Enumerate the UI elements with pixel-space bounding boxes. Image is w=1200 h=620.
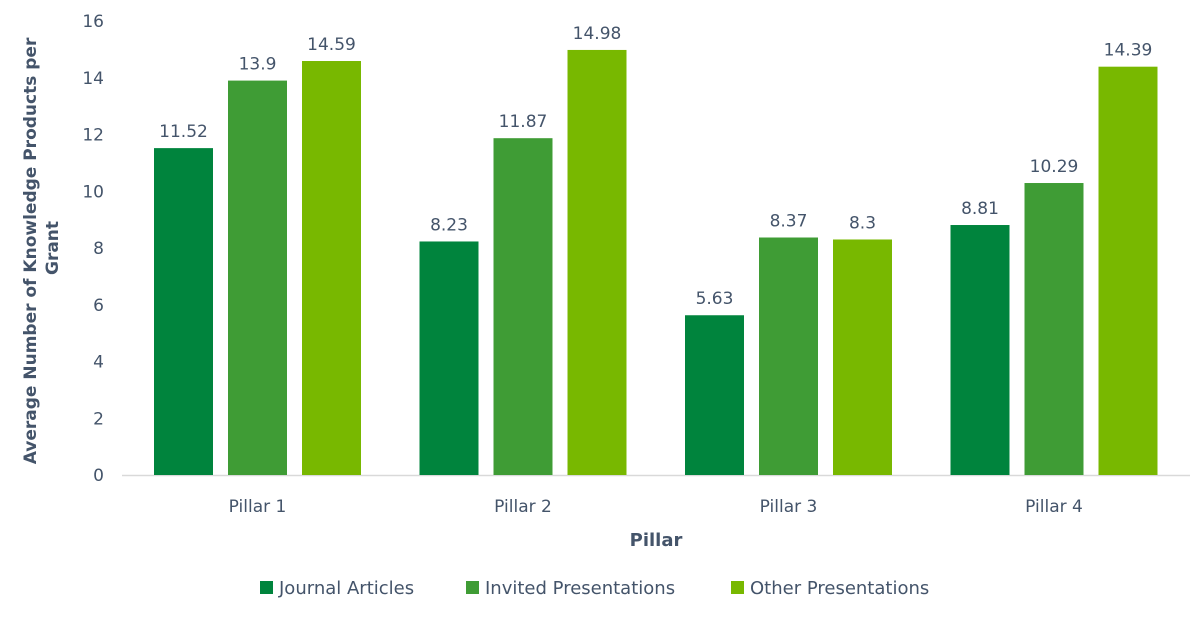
data-label: 13.9 [239,55,277,75]
legend-label: Invited Presentations [485,578,675,599]
bar [759,237,818,475]
bar [685,315,744,475]
bar [567,49,627,475]
y-tick-label: 0 [93,466,104,486]
y-tick-label: 10 [82,182,104,202]
y-axis-title-line2: Grant [43,221,63,275]
legend-swatch [731,581,744,594]
data-label: 14.98 [573,24,622,44]
data-label: 11.87 [499,112,548,132]
data-label: 8.3 [849,213,876,233]
data-label: 14.39 [1104,41,1153,61]
bar [419,241,479,475]
data-label: 8.81 [961,199,999,219]
y-tick-label: 2 [93,409,104,429]
bar [493,138,553,475]
y-tick-label: 8 [93,239,104,259]
y-tick-label: 16 [82,12,104,32]
legend-swatch [260,581,273,594]
bar [1024,183,1084,476]
data-label: 11.52 [159,122,208,142]
x-tick-label: Pillar 3 [760,497,818,517]
data-label: 5.63 [696,289,734,309]
data-label: 10.29 [1030,157,1079,177]
bar [1098,66,1158,475]
bar [228,80,287,476]
y-tick-label: 14 [82,69,104,89]
x-axis-title: Pillar [630,530,683,551]
y-tick-label: 4 [93,353,104,373]
legend-swatch [466,581,479,594]
y-tick-label: 6 [93,296,104,316]
x-tick-label: Pillar 1 [229,497,287,517]
bar [154,148,213,475]
bar [833,239,892,475]
x-tick-label: Pillar 2 [494,497,552,517]
x-tick-label: Pillar 4 [1025,497,1083,517]
data-label: 8.37 [770,212,808,232]
bar [950,225,1010,475]
data-label: 14.59 [307,35,356,55]
y-tick-label: 12 [82,126,104,146]
legend-label: Journal Articles [278,578,414,599]
y-axis-title: Average Number of Knowledge Products per… [21,32,63,465]
legend-label: Other Presentations [750,578,929,599]
y-axis-title-line1: Average Number of Knowledge Products per [21,37,41,464]
bar [302,61,361,475]
data-label: 8.23 [430,215,468,235]
